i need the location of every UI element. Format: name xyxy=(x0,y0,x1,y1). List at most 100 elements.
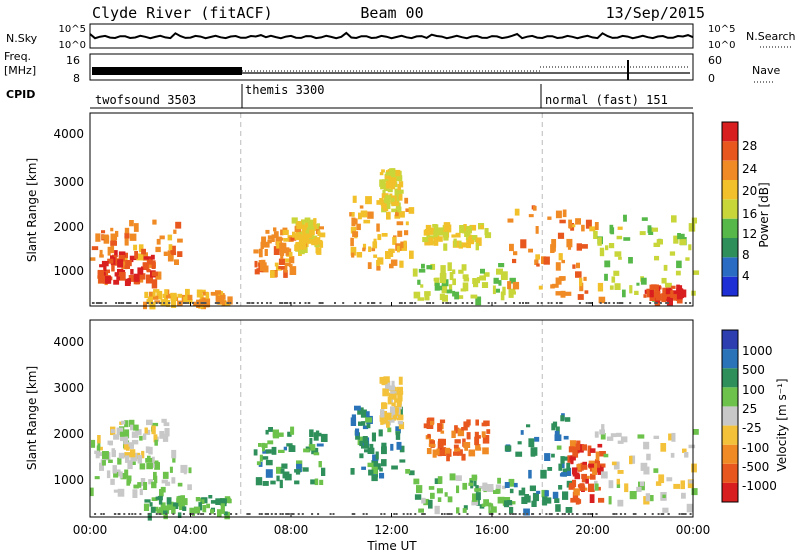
data-cell xyxy=(276,241,281,249)
data-cell xyxy=(389,263,394,269)
power-ytick-1000: 1000 xyxy=(53,264,84,278)
data-cell xyxy=(98,275,104,284)
data-cell xyxy=(254,260,258,268)
data-cell xyxy=(545,497,552,504)
data-cell xyxy=(577,484,582,488)
data-cell xyxy=(129,424,134,431)
data-cell xyxy=(390,412,395,418)
data-cell xyxy=(119,431,125,437)
data-cell xyxy=(428,237,433,246)
ground-scatter-dot xyxy=(123,513,126,515)
ground-scatter-dot xyxy=(342,302,345,304)
data-cell xyxy=(362,243,367,250)
ground-scatter-dot xyxy=(267,513,269,515)
ground-scatter-dot xyxy=(163,302,166,304)
x-tick-label: 20:00 xyxy=(575,523,610,537)
data-cell xyxy=(381,379,388,386)
data-cell xyxy=(643,466,650,475)
ground-scatter-dot xyxy=(182,513,185,515)
data-cell xyxy=(206,503,210,509)
data-cell xyxy=(316,247,322,255)
data-cell xyxy=(614,283,621,290)
data-cell xyxy=(575,443,581,451)
ground-scatter-dot xyxy=(547,302,550,304)
data-cell xyxy=(164,289,168,296)
data-cell xyxy=(260,241,264,249)
data-cell xyxy=(451,430,456,438)
data-cell xyxy=(132,489,138,498)
nsky-strip xyxy=(89,23,694,49)
data-cell xyxy=(112,465,117,474)
ground-scatter-dot xyxy=(178,302,181,304)
data-cell xyxy=(447,496,453,503)
data-cell xyxy=(101,230,106,234)
data-cell xyxy=(274,262,279,267)
data-cell xyxy=(165,481,171,486)
data-cell xyxy=(589,494,595,503)
ground-scatter-dot xyxy=(494,302,497,304)
data-cell xyxy=(127,442,134,449)
data-cell xyxy=(552,491,559,499)
data-cell xyxy=(105,276,112,284)
data-cell xyxy=(171,449,177,459)
data-cell xyxy=(279,479,283,489)
ground-scatter-dot xyxy=(487,302,490,304)
ground-scatter-dot xyxy=(318,302,321,304)
data-cell xyxy=(484,232,492,239)
data-cell xyxy=(666,477,673,482)
data-cell xyxy=(530,448,536,457)
data-cell xyxy=(303,448,310,453)
data-cell xyxy=(484,228,489,236)
data-cell xyxy=(503,500,509,508)
data-cell xyxy=(466,432,471,440)
data-cell xyxy=(271,446,277,455)
data-cell xyxy=(391,208,397,213)
data-cell xyxy=(133,484,139,489)
data-cell xyxy=(162,471,169,479)
data-cell xyxy=(265,459,273,466)
data-cell xyxy=(654,255,660,261)
colorbar-swatch xyxy=(722,406,738,426)
ground-scatter-dot xyxy=(317,513,320,515)
data-cell xyxy=(124,452,131,458)
data-cell xyxy=(611,276,616,283)
data-cell xyxy=(576,464,582,471)
data-cell xyxy=(468,482,473,486)
data-cell xyxy=(313,452,320,456)
data-cell xyxy=(593,230,598,239)
ground-scatter-dot xyxy=(657,513,660,515)
data-cell xyxy=(368,469,374,476)
data-cell xyxy=(151,497,158,501)
ground-scatter-dot xyxy=(409,302,412,304)
ground-scatter-dot xyxy=(414,513,417,515)
data-cell xyxy=(283,446,287,451)
data-cell xyxy=(424,291,431,296)
data-cell xyxy=(413,478,420,485)
data-cell xyxy=(140,478,146,487)
data-cell xyxy=(508,288,516,295)
ground-scatter-dot xyxy=(599,302,602,304)
data-cell xyxy=(670,452,675,458)
data-cell xyxy=(375,451,379,460)
data-cell xyxy=(380,199,388,207)
data-cell xyxy=(680,480,685,490)
ground-scatter-dot xyxy=(92,302,95,304)
data-cell xyxy=(558,276,565,281)
data-cell xyxy=(314,478,319,486)
data-cell xyxy=(362,436,368,443)
data-cell xyxy=(395,169,401,177)
data-cell xyxy=(167,253,174,262)
data-cell xyxy=(350,226,357,234)
data-cell xyxy=(656,239,663,245)
data-cell xyxy=(162,433,169,442)
velocity-ytick-1000: 1000 xyxy=(53,473,84,487)
data-cell xyxy=(529,485,536,492)
data-cell xyxy=(440,430,445,434)
data-cell xyxy=(653,291,658,296)
nsearch-tick-top: 10^5 xyxy=(708,24,735,35)
data-cell xyxy=(262,456,269,460)
data-cell xyxy=(389,393,397,400)
data-cell xyxy=(295,241,299,249)
data-cell xyxy=(220,498,227,504)
data-cell xyxy=(608,243,615,249)
